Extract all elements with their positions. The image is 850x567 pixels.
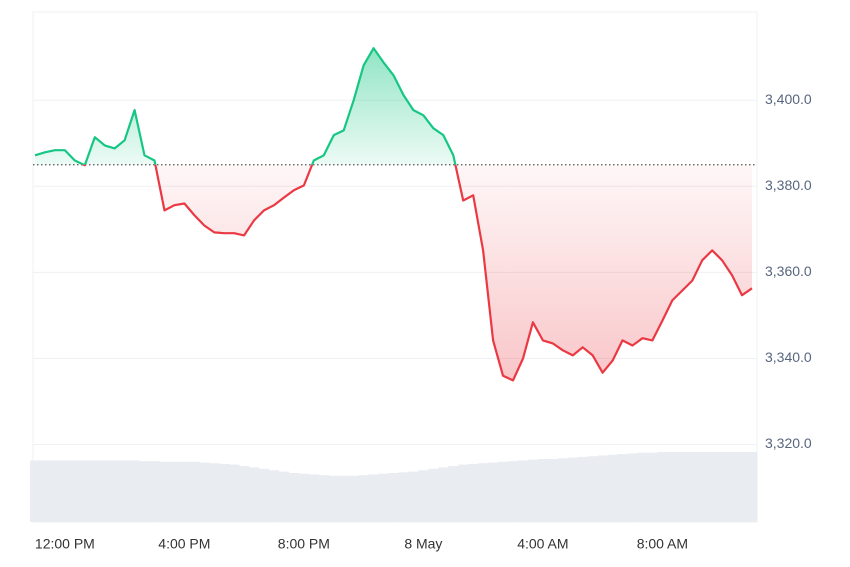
volume-bar: [129, 460, 140, 522]
y-tick-label: 3,380.0: [765, 177, 812, 193]
volume-bar: [159, 461, 170, 522]
volume-bar: [298, 473, 310, 522]
volume-bar: [59, 460, 71, 522]
volume-bar: [368, 474, 379, 522]
volume-bar: [338, 475, 349, 522]
volume-bar: [398, 472, 409, 522]
price-line-up: [34, 47, 457, 165]
volume-bar: [508, 461, 519, 522]
volume-bar: [69, 460, 81, 522]
volume-bar: [657, 452, 668, 522]
x-tick-label: 8 May: [404, 536, 442, 552]
volume-bar: [39, 460, 51, 522]
volume-bar: [587, 456, 598, 522]
y-tick-label: 3,400.0: [765, 91, 812, 107]
volume-bar: [239, 466, 250, 522]
volume-bar: [119, 460, 130, 522]
price-line-down: [81, 164, 753, 382]
volume-bar: [557, 458, 569, 522]
x-tick-label: 4:00 PM: [158, 536, 210, 552]
volume-bar: [30, 460, 41, 522]
volume-bar: [727, 452, 738, 522]
volume-bar: [498, 461, 509, 522]
y-tick-label: 3,340.0: [765, 349, 812, 365]
x-tick-label: 8:00 AM: [637, 536, 688, 552]
volume-bar: [139, 461, 150, 522]
area-fill-down: [35, 164, 752, 381]
volume-bar: [537, 459, 549, 522]
volume-bar: [348, 475, 359, 522]
volume-bar: [697, 452, 708, 522]
x-tick-label: 8:00 PM: [278, 536, 330, 552]
volume-bar: [199, 462, 210, 522]
volume-bar: [517, 460, 529, 522]
volume-bar: [488, 462, 499, 522]
volume-bar: [627, 453, 638, 522]
volume-bar: [179, 461, 190, 522]
volume-bar: [468, 463, 479, 522]
volume-bar: [418, 470, 429, 522]
volume-bar: [677, 452, 688, 522]
volume-bar: [318, 475, 330, 522]
volume-bar: [229, 464, 240, 522]
volume-bar: [428, 468, 439, 522]
volume-bar: [667, 452, 678, 522]
volume-bar: [308, 474, 320, 522]
volume-bar: [109, 460, 120, 522]
volume-bar: [478, 463, 489, 522]
volume-bar: [717, 452, 728, 522]
volume-bar: [269, 470, 280, 522]
volume-bar: [288, 473, 300, 522]
volume-bar: [547, 459, 559, 522]
volume-bar: [378, 473, 389, 522]
volume-bar: [278, 471, 290, 522]
volume-bar: [448, 466, 459, 522]
volume-bar: [358, 475, 369, 522]
volume-bar: [637, 452, 648, 522]
volume-bar: [249, 467, 260, 522]
volume-bar: [149, 461, 160, 522]
volume-bar: [567, 457, 579, 522]
volume-bar: [707, 452, 718, 522]
volume-bar: [607, 454, 618, 522]
volume-bar: [189, 461, 200, 522]
volume-bar: [577, 456, 588, 522]
x-tick-label: 4:00 AM: [517, 536, 568, 552]
y-tick-label: 3,320.0: [765, 435, 812, 451]
volume-bar: [527, 459, 539, 522]
volume-bar: [737, 452, 748, 522]
volume-bar: [219, 463, 230, 522]
volume-bar: [408, 471, 419, 522]
volume-bar: [99, 460, 110, 522]
volume-bar: [687, 452, 698, 522]
volume-bar: [388, 473, 399, 522]
volume-bar: [458, 464, 469, 522]
volume-bar: [438, 467, 449, 522]
volume-bar: [617, 454, 628, 522]
volume-bar: [747, 452, 758, 522]
x-tick-label: 12:00 PM: [35, 536, 95, 552]
volume-bar: [169, 461, 180, 522]
volume-bar: [328, 475, 340, 522]
volume-bar: [49, 460, 61, 522]
volume-bar: [647, 452, 658, 522]
volume-bar: [79, 460, 91, 522]
volume-bar: [209, 463, 220, 522]
y-tick-label: 3,360.0: [765, 263, 812, 279]
volume-bar: [89, 460, 101, 522]
volume-bar: [259, 468, 270, 522]
volume-bar: [597, 455, 608, 522]
